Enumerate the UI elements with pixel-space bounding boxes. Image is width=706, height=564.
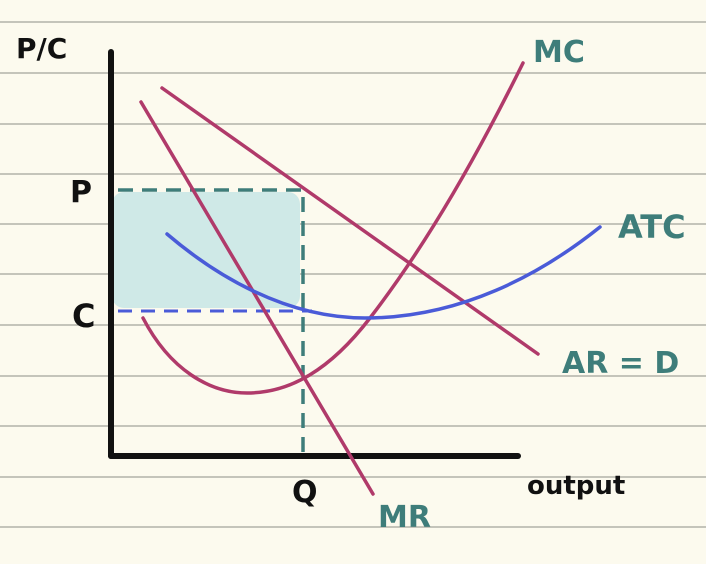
ruled-lines	[0, 21, 706, 528]
quantity-label: Q	[292, 475, 318, 510]
profit-area	[112, 192, 300, 308]
mc-curve	[141, 61, 525, 395]
ar-demand-curve	[160, 86, 540, 356]
axes	[108, 49, 521, 459]
mr-curve	[139, 100, 375, 496]
x-axis-label: output	[527, 471, 625, 501]
mr-label: MR	[378, 500, 431, 535]
y-axis-label: P/C	[16, 32, 67, 65]
mc-label: MC	[533, 35, 585, 70]
cost-label: C	[72, 297, 95, 335]
atc-curve	[165, 225, 602, 320]
price-dashed-line	[118, 188, 305, 455]
atc-label: ATC	[618, 208, 686, 246]
price-label: P	[70, 175, 92, 210]
ar-demand-label: AR = D	[562, 346, 679, 381]
